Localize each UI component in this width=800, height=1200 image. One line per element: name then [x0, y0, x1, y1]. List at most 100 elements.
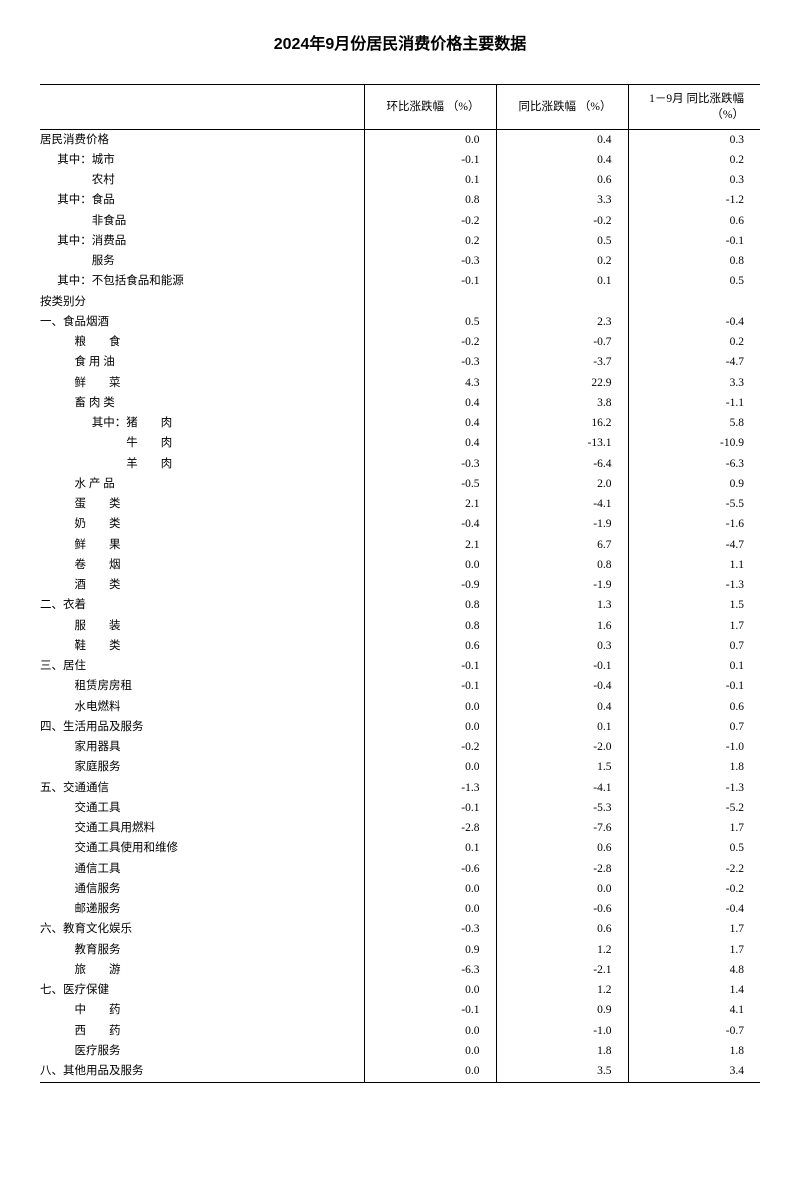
- row-label: 水 产 品: [40, 474, 364, 494]
- row-label: 鲜 果: [40, 535, 364, 555]
- row-value-ytd: 1.7: [628, 819, 760, 839]
- row-label: 租赁房房租: [40, 677, 364, 697]
- row-label: 粮 食: [40, 333, 364, 353]
- row-value-mom: 0.0: [364, 758, 496, 778]
- row-value-mom: 0.4: [364, 393, 496, 413]
- table-row: 一、食品烟酒0.52.3-0.4: [40, 312, 760, 332]
- row-value-ytd: -1.6: [628, 515, 760, 535]
- row-value-mom: 0.6: [364, 636, 496, 656]
- row-value-ytd: 0.1: [628, 657, 760, 677]
- row-value-ytd: 0.5: [628, 839, 760, 859]
- row-label: 服 装: [40, 616, 364, 636]
- row-label: 交通工具使用和维修: [40, 839, 364, 859]
- table-row: 居民消费价格0.00.40.3: [40, 130, 760, 151]
- table-row: 其中：猪 肉0.416.25.8: [40, 414, 760, 434]
- col-header-mom: 环比涨跌幅 （%）: [364, 85, 496, 130]
- row-label: 其中：消费品: [40, 231, 364, 251]
- row-value-mom: 4.3: [364, 373, 496, 393]
- row-value-yoy: -4.1: [496, 495, 628, 515]
- table-row: 羊 肉-0.3-6.4-6.3: [40, 454, 760, 474]
- row-label: 其中：不包括食品和能源: [40, 272, 364, 292]
- table-row: 服务-0.30.20.8: [40, 252, 760, 272]
- row-value-mom: -0.4: [364, 515, 496, 535]
- table-row: 教育服务0.91.21.7: [40, 940, 760, 960]
- row-value-ytd: 0.6: [628, 697, 760, 717]
- row-value-ytd: 1.8: [628, 1041, 760, 1061]
- row-value-ytd: 5.8: [628, 414, 760, 434]
- table-row: 邮递服务0.0-0.6-0.4: [40, 900, 760, 920]
- table-row: 七、医疗保健0.01.21.4: [40, 981, 760, 1001]
- row-value-mom: -0.6: [364, 859, 496, 879]
- row-label: 按类别分: [40, 292, 364, 312]
- row-value-mom: 0.0: [364, 879, 496, 899]
- row-value-mom: -0.2: [364, 738, 496, 758]
- row-value-ytd: [628, 292, 760, 312]
- table-row: 交通工具使用和维修0.10.60.5: [40, 839, 760, 859]
- row-value-mom: -0.3: [364, 353, 496, 373]
- table-row: 其中：城市-0.10.40.2: [40, 150, 760, 170]
- row-value-yoy: 0.8: [496, 555, 628, 575]
- table-row: 中 药-0.10.94.1: [40, 1001, 760, 1021]
- col-header-label: [40, 85, 364, 130]
- row-value-ytd: 3.4: [628, 1062, 760, 1083]
- row-value-ytd: 0.7: [628, 717, 760, 737]
- row-label: 一、食品烟酒: [40, 312, 364, 332]
- row-value-yoy: -2.0: [496, 738, 628, 758]
- row-value-mom: -0.2: [364, 211, 496, 231]
- row-value-ytd: 1.7: [628, 616, 760, 636]
- row-label: 羊 肉: [40, 454, 364, 474]
- row-value-yoy: 3.3: [496, 191, 628, 211]
- row-label: 教育服务: [40, 940, 364, 960]
- col-header-ytd: 1－9月 同比涨跌幅 （%）: [628, 85, 760, 130]
- row-label: 通信工具: [40, 859, 364, 879]
- row-label: 医疗服务: [40, 1041, 364, 1061]
- row-value-mom: 0.0: [364, 1041, 496, 1061]
- row-value-yoy: -0.2: [496, 211, 628, 231]
- row-value-yoy: 1.5: [496, 758, 628, 778]
- cpi-table: 环比涨跌幅 （%） 同比涨跌幅 （%） 1－9月 同比涨跌幅 （%） 居民消费价…: [40, 84, 760, 1083]
- row-value-yoy: -1.9: [496, 576, 628, 596]
- row-value-yoy: 0.4: [496, 150, 628, 170]
- row-value-ytd: -1.3: [628, 576, 760, 596]
- row-label: 蛋 类: [40, 495, 364, 515]
- row-value-yoy: 0.3: [496, 636, 628, 656]
- table-row: 酒 类-0.9-1.9-1.3: [40, 576, 760, 596]
- row-label: 家用器具: [40, 738, 364, 758]
- table-row: 通信服务0.00.0-0.2: [40, 879, 760, 899]
- row-value-mom: 0.8: [364, 596, 496, 616]
- row-label: 七、医疗保健: [40, 981, 364, 1001]
- row-value-yoy: 2.3: [496, 312, 628, 332]
- row-label: 农村: [40, 171, 364, 191]
- row-value-ytd: 0.3: [628, 130, 760, 151]
- row-value-ytd: -2.2: [628, 859, 760, 879]
- row-value-ytd: 1.5: [628, 596, 760, 616]
- row-value-yoy: 0.1: [496, 272, 628, 292]
- row-value-yoy: 1.2: [496, 981, 628, 1001]
- row-value-mom: -0.5: [364, 474, 496, 494]
- row-label: 居民消费价格: [40, 130, 364, 151]
- row-value-mom: -1.3: [364, 778, 496, 798]
- row-label: 交通工具: [40, 798, 364, 818]
- row-value-mom: -0.1: [364, 798, 496, 818]
- row-value-ytd: 0.6: [628, 211, 760, 231]
- table-row: 医疗服务0.01.81.8: [40, 1041, 760, 1061]
- row-label: 邮递服务: [40, 900, 364, 920]
- table-row: 通信工具-0.6-2.8-2.2: [40, 859, 760, 879]
- row-value-yoy: 0.6: [496, 171, 628, 191]
- row-value-ytd: -0.4: [628, 312, 760, 332]
- row-value-mom: -0.1: [364, 272, 496, 292]
- row-value-yoy: [496, 292, 628, 312]
- row-value-yoy: 0.5: [496, 231, 628, 251]
- row-value-mom: 0.0: [364, 697, 496, 717]
- row-value-ytd: 1.4: [628, 981, 760, 1001]
- row-value-mom: 2.1: [364, 495, 496, 515]
- row-label: 其中：猪 肉: [40, 414, 364, 434]
- row-value-yoy: 0.1: [496, 717, 628, 737]
- row-label: 二、衣着: [40, 596, 364, 616]
- row-value-yoy: 0.9: [496, 1001, 628, 1021]
- row-label: 三、居住: [40, 657, 364, 677]
- row-value-mom: -2.8: [364, 819, 496, 839]
- table-row: 水电燃料0.00.40.6: [40, 697, 760, 717]
- table-row: 西 药0.0-1.0-0.7: [40, 1021, 760, 1041]
- table-row: 交通工具用燃料-2.8-7.61.7: [40, 819, 760, 839]
